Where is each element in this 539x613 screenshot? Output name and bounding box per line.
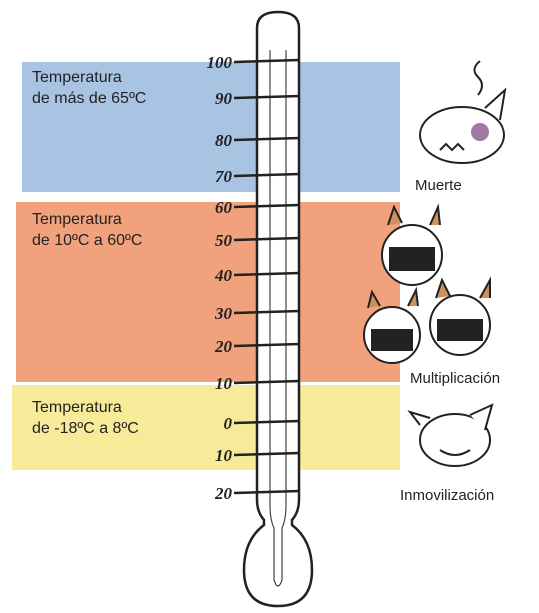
zone-text: Temperatura <box>32 211 122 228</box>
thermometer <box>242 10 314 608</box>
scale-label: 30 <box>214 304 233 323</box>
creature-label: Muerte <box>415 177 462 194</box>
scale-tick <box>233 271 301 277</box>
dead-creature <box>419 60 507 164</box>
scale-tick <box>233 203 301 209</box>
zone-text: de -18ºC a 8ºC <box>32 420 139 437</box>
scale-tick <box>233 419 301 425</box>
scale-label: 60 <box>215 198 233 217</box>
zone-text: de más de 65ºC <box>32 90 146 107</box>
scale-tick <box>233 379 301 385</box>
scale-tick <box>233 236 301 242</box>
zone-text: Temperatura <box>32 69 122 86</box>
zone-hot <box>22 62 400 192</box>
creature-label: Inmovilización <box>400 487 494 504</box>
scale-label: 0 <box>224 414 233 433</box>
scale-label: 100 <box>207 53 233 72</box>
scale-label: 90 <box>215 89 233 108</box>
frozen-creature <box>407 403 494 467</box>
zone-text: Temperatura <box>32 399 122 416</box>
zone-warm <box>16 202 400 382</box>
scale-tick <box>233 451 301 457</box>
scale-label: 20 <box>214 484 233 503</box>
zone-text: de 10ºC a 60ºC <box>32 232 142 249</box>
scale-tick <box>233 94 301 100</box>
scale-tick <box>233 58 301 64</box>
multiplying-creatures <box>363 203 491 364</box>
scale-tick <box>233 342 301 348</box>
zone-cold <box>12 385 400 470</box>
scale-label: 10 <box>215 374 233 393</box>
scale-label: 50 <box>215 231 233 250</box>
scale-label: 10 <box>215 446 233 465</box>
scale-tick <box>233 309 301 315</box>
scale-tick <box>233 172 301 178</box>
scale-label: 20 <box>214 337 233 356</box>
scale-label: 70 <box>215 167 233 186</box>
scale-tick <box>233 489 301 495</box>
thermometer-inner <box>269 50 287 587</box>
creature-label: Multiplicación <box>410 370 500 387</box>
scale-label: 40 <box>214 266 233 285</box>
scale-tick <box>233 136 301 142</box>
scale-label: 80 <box>215 131 233 150</box>
